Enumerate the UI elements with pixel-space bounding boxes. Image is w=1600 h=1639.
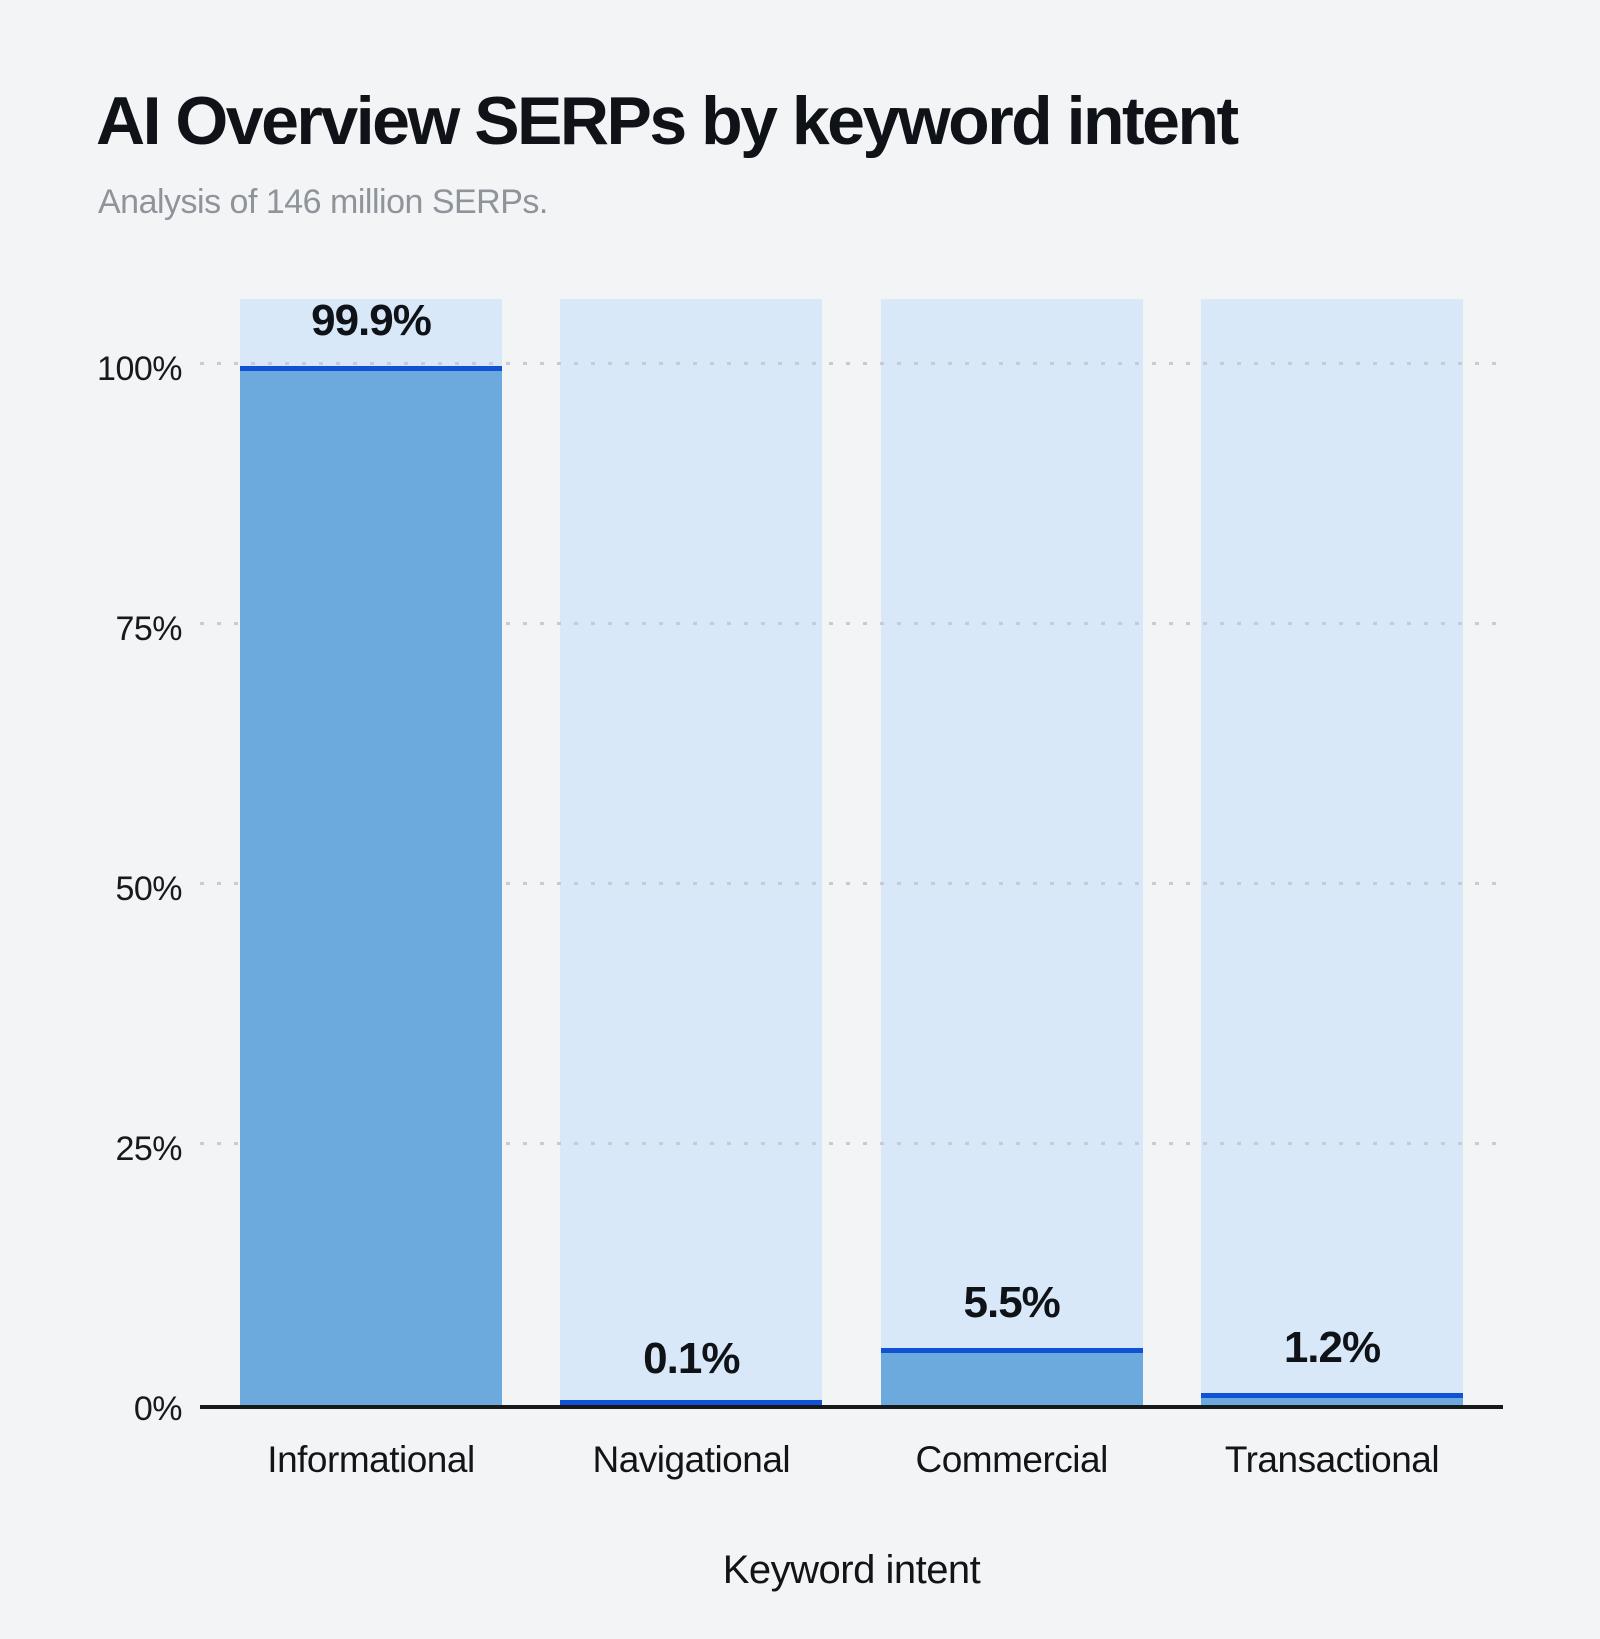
bar-fill <box>880 1347 1143 1405</box>
y-tick-label-25: 25% <box>115 1129 182 1168</box>
chart-subtitle: Analysis of 146 million SERPs. <box>98 183 548 221</box>
x-category-label: Commercial <box>915 1439 1108 1480</box>
y-tick-label-50: 50% <box>115 869 182 908</box>
bar-value-label: 5.5% <box>963 1277 1061 1327</box>
x-category-label: Informational <box>267 1439 475 1480</box>
bar-commercial: 5.5% Commercial <box>880 299 1143 1478</box>
bar-fill <box>560 1400 823 1405</box>
bar-background <box>880 299 1143 1405</box>
bar-navigational: 0.1% Navigational <box>560 299 823 1478</box>
y-tick-label-100: 100% <box>97 349 182 388</box>
bar-value-label: 1.2% <box>1283 1322 1381 1372</box>
bar-value-label: 99.9% <box>311 295 432 345</box>
bar-background <box>560 299 823 1405</box>
bar-value-label: 0.1% <box>643 1333 740 1383</box>
chart-title: AI Overview SERPs by keyword intent <box>96 83 1239 159</box>
bars-container: 99.9% Informational 0.1% Navigational 5.5% Co… <box>200 298 1503 1478</box>
plot-area: 99.9% Informational 0.1% Navigational 5.5% Co… <box>200 298 1503 1478</box>
y-tick-label-75: 75% <box>115 609 182 648</box>
y-tick-label-0: 0% <box>133 1390 183 1428</box>
y-axis: 0% 25% 50% 75% 100% <box>0 299 182 1426</box>
bar-background <box>1200 299 1463 1405</box>
bar-fill <box>1200 1392 1463 1405</box>
gridline-25 <box>200 1141 1503 1145</box>
x-axis-title: Keyword intent <box>722 1548 981 1592</box>
x-category-label: Transactional <box>1224 1439 1440 1480</box>
bar-transactional: 1.2% Transactional <box>1200 299 1463 1478</box>
gridline-50 <box>200 881 1503 885</box>
x-category-label: Navigational <box>592 1439 791 1480</box>
bar-fill <box>240 365 502 1405</box>
gridline-100 <box>200 361 1503 365</box>
bar-informational: 99.9% Informational <box>240 298 502 1478</box>
gridline-75 <box>200 621 1503 625</box>
